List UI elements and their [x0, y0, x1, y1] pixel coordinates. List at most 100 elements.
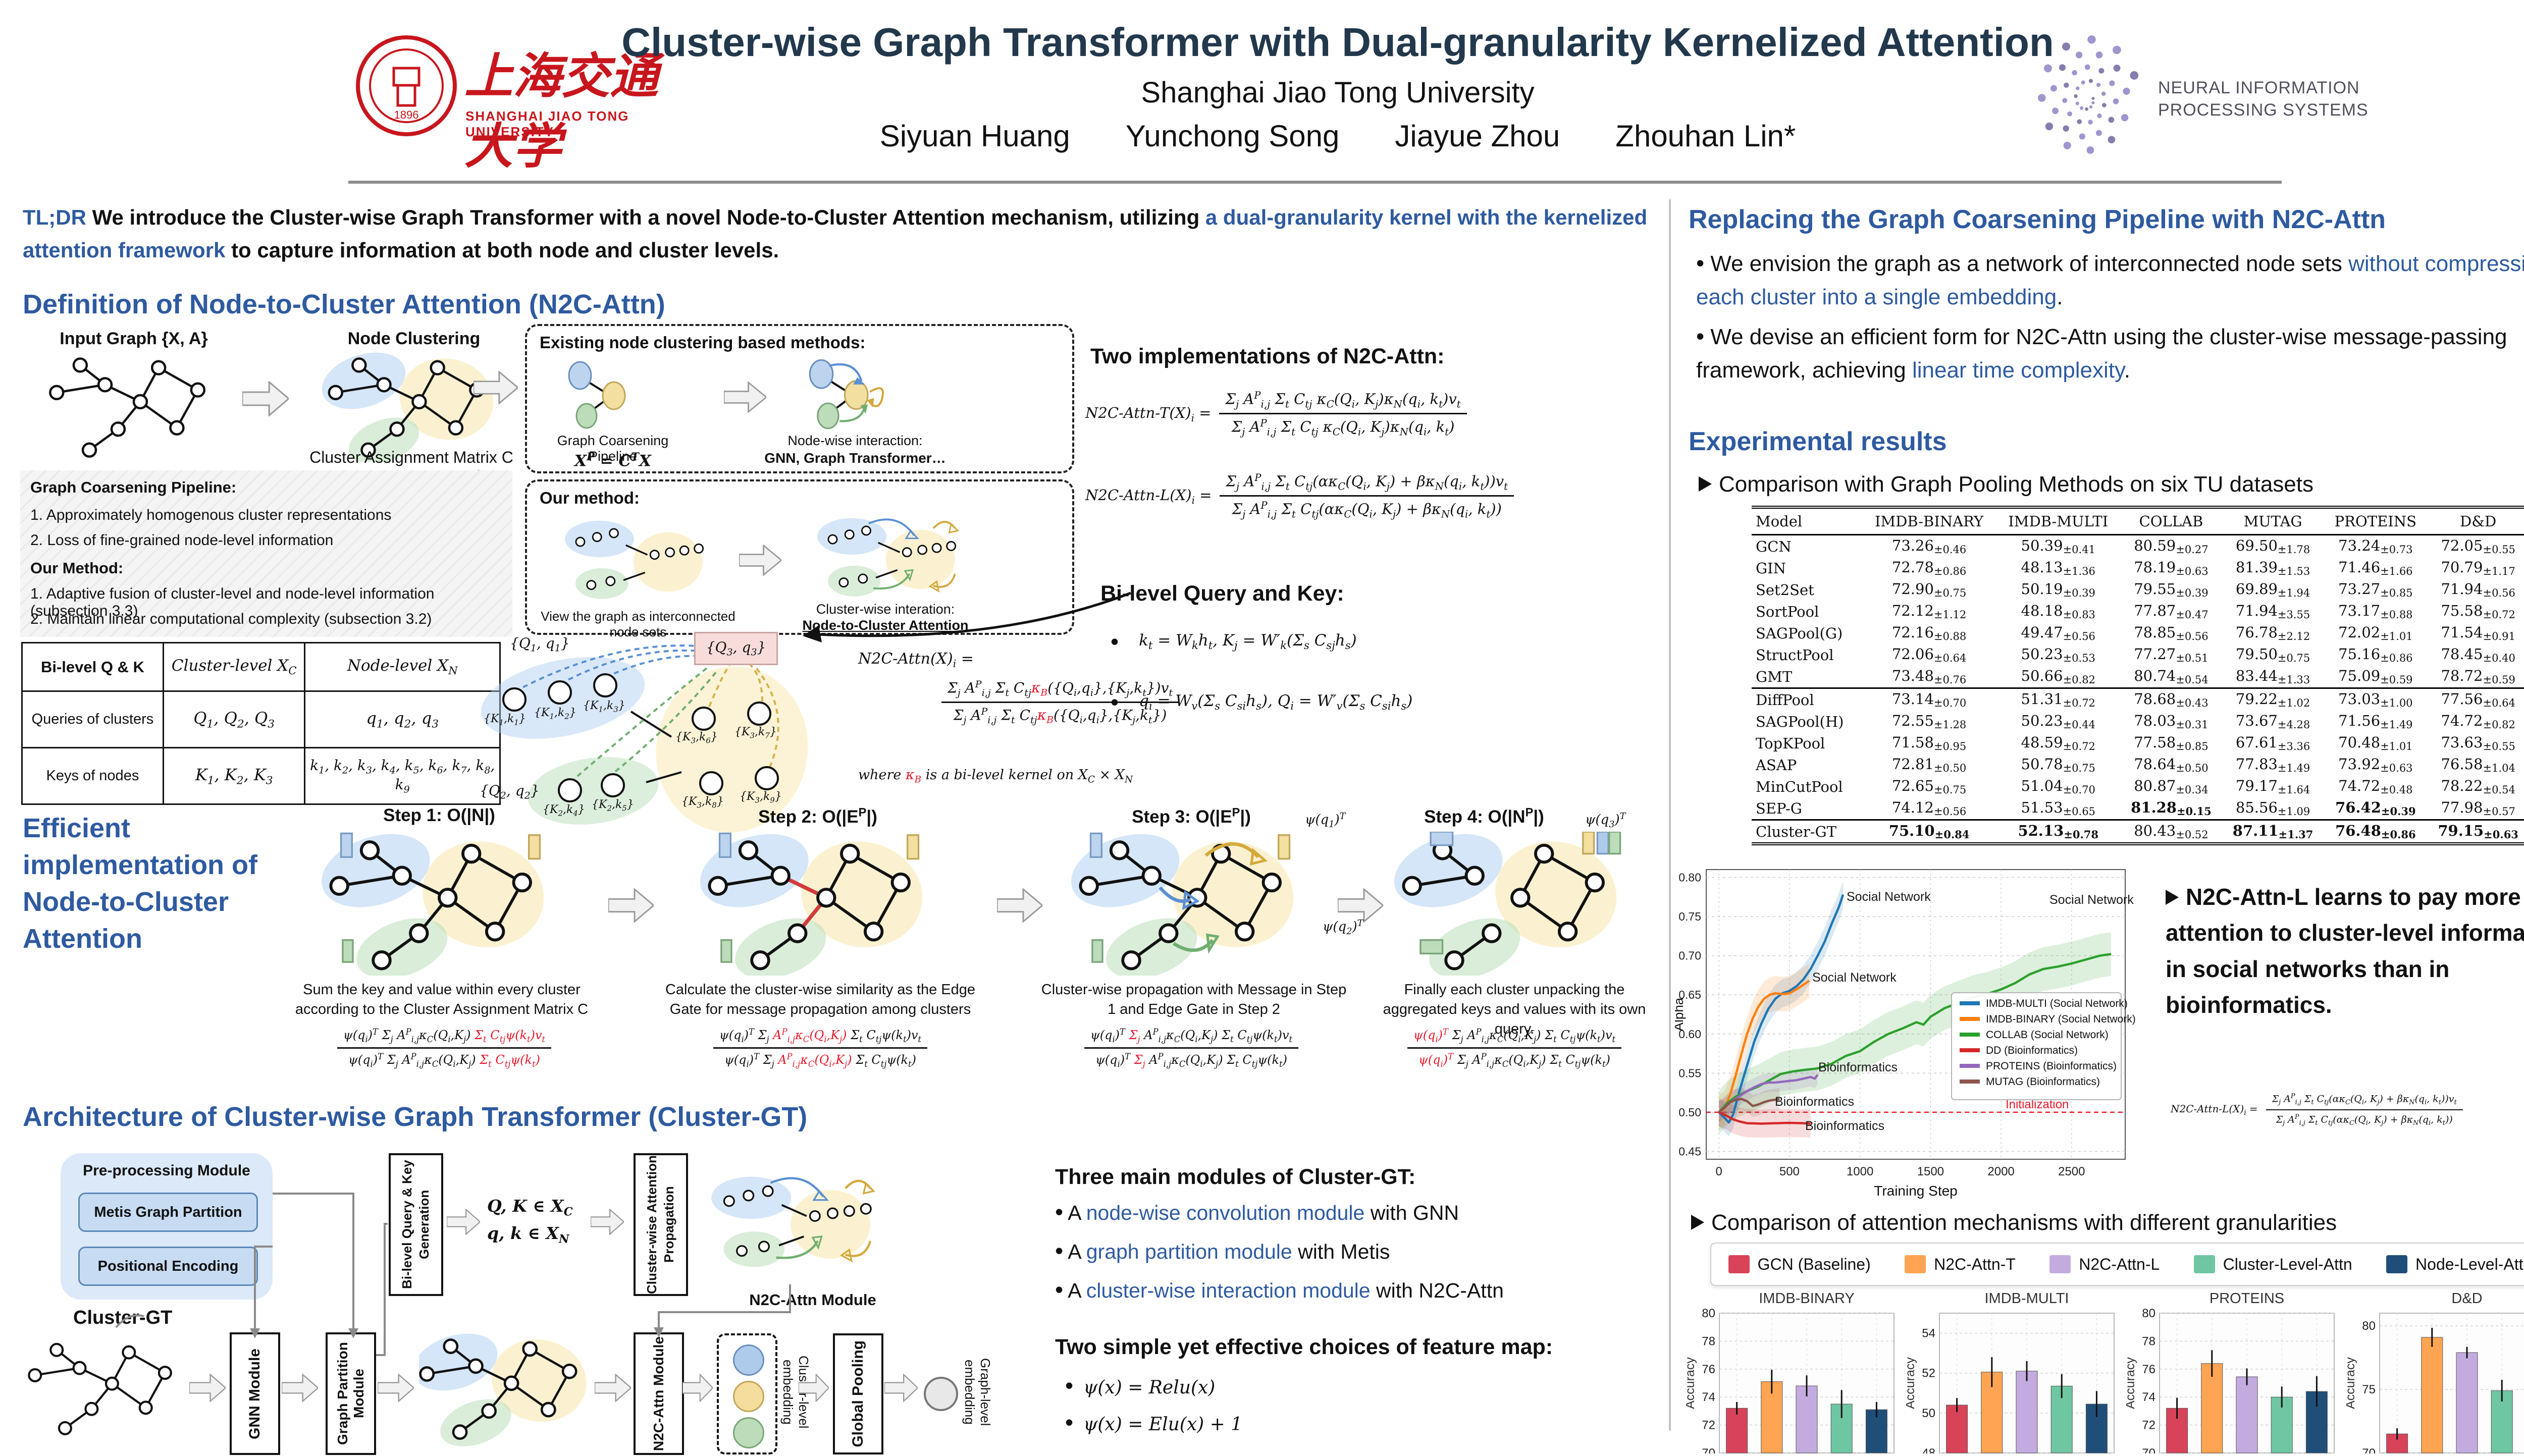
existing-inter1: Node-wise interaction:	[787, 433, 923, 448]
node	[558, 778, 582, 802]
flow-arrow	[883, 1373, 919, 1403]
arrowhead-icon	[1691, 1215, 1704, 1230]
input-graph	[35, 351, 232, 462]
svg-text:2500: 2500	[2058, 1165, 2085, 1178]
svg-text:Training Step: Training Step	[1874, 1183, 1958, 1199]
svg-text:80: 80	[2142, 1307, 2155, 1320]
svg-text:50: 50	[1922, 1407, 1935, 1420]
step3-graph	[1065, 832, 1312, 979]
module-bullet-2: • A graph partition module with Metis	[1055, 1237, 1390, 1264]
qk-membership: Q, K ∈ XC q, k ∈ XN	[487, 1196, 573, 1246]
author: Jiayue Zhou	[1395, 119, 1560, 153]
svg-text:2000: 2000	[1987, 1165, 2014, 1178]
architecture-heading: Architecture of Cluster-wise Graph Trans…	[23, 1102, 808, 1132]
cluster-embed-yellow	[733, 1381, 764, 1412]
legend-item: GCN (Baseline)	[1728, 1255, 1871, 1274]
bilevel-bullet-2: • qi = Wv(Σs Csihs), Qi = W′v(Σs Csihs)	[1111, 689, 1413, 715]
cam-label: Cluster Assignment Matrix C	[309, 448, 513, 466]
graph-partition-box: Graph Partition Module	[326, 1332, 376, 1455]
graph-embed-label: Graph-level embedding	[962, 1358, 993, 1426]
sjtu-emblem-icon: 1896	[356, 35, 457, 136]
featuremap-2: • ψ(x) = Elu(x) + 1	[1065, 1409, 1243, 1435]
neurips-logo: NEURAL INFORMATION PROCESSING SYSTEMS	[2024, 35, 2524, 161]
experimental-heading: Experimental results	[1689, 427, 1947, 456]
ourm-title: Our Method:	[30, 559, 124, 577]
cluster-embed-box	[717, 1333, 777, 1454]
svg-text:74: 74	[2142, 1390, 2155, 1404]
svg-text:76: 76	[2142, 1363, 2155, 1376]
svg-text:72: 72	[2142, 1419, 2155, 1432]
k-label: {K1,k1}	[484, 713, 526, 727]
svg-text:Accuracy: Accuracy	[2346, 1357, 2357, 1409]
psi-q2-label: ψ(q2)T	[1323, 919, 1363, 937]
svg-text:75: 75	[2362, 1383, 2376, 1396]
cluster-diagram-arrows	[514, 644, 779, 783]
step3-title: Step 3: O(|EP|)	[1132, 805, 1251, 827]
impl-title: Two implementations of N2C-Attn:	[1090, 344, 1445, 368]
node	[692, 707, 716, 731]
k-label: {K3,k9}	[740, 790, 782, 805]
ourm-1: 1. Adaptive fusion of cluster-level and …	[30, 585, 435, 619]
replacing-heading: Replacing the Graph Coarsening Pipeline …	[1689, 205, 2386, 234]
svg-text:0.70: 0.70	[1678, 949, 1701, 962]
flow-arrow	[594, 1373, 632, 1403]
global-pooling-box: Global Pooling	[833, 1333, 883, 1454]
coarsen-1: 1. Approximately homogenous cluster repr…	[30, 507, 392, 523]
svg-text:80: 80	[1702, 1307, 1715, 1320]
cluster-embed-blue	[733, 1344, 764, 1376]
arch-input-graph	[28, 1330, 184, 1446]
bar-chart-imdb-multi: 48 50 52 54 IMDB-MULTI Accuracy	[1903, 1290, 2120, 1456]
node-clustering-label: Node Clustering	[347, 329, 481, 348]
n2c-where: where κB is a bi-level kernel on XC × XN	[858, 767, 1133, 785]
bilevel-bullet-1: • kt = Wkht, Kj = W′k(Σs Csjhs)	[1111, 628, 1357, 655]
svg-text:Bioinformatics: Bioinformatics	[1775, 1095, 1854, 1109]
node	[593, 673, 617, 697]
svg-text:0.80: 0.80	[1678, 871, 1701, 884]
svg-text:IMDB-MULTI: IMDB-MULTI	[1984, 1290, 2069, 1307]
step2-formula: ψ(qi)T Σj APi,jκC(Qi,Kj) Σt Ctjψ(kt)vt ψ(…	[641, 1027, 1000, 1069]
cwap-box: Cluster-wise Attention Propagation	[634, 1153, 688, 1296]
bullet-icon: •	[1111, 628, 1119, 655]
flow-arrow	[738, 544, 783, 577]
legend-swatch	[2386, 1255, 2408, 1273]
flow-arrow	[996, 887, 1044, 924]
k-label: {K2,k5}	[592, 798, 634, 813]
svg-text:70: 70	[2142, 1446, 2155, 1453]
svg-text:IMDB-BINARY (Social Network): IMDB-BINARY (Social Network)	[1986, 1013, 2136, 1025]
existing-mini-graph	[547, 356, 673, 432]
step4-caption: Finally each cluster unpacking the aggre…	[1383, 982, 1646, 1038]
our-title: Our method:	[540, 489, 640, 507]
interconnected-sets	[547, 509, 719, 605]
coarsen-2: 2. Loss of fine-grained node-level infor…	[30, 532, 334, 549]
alpha-line-chart: 0.45 0.50 0.55 0.60 0.65 0.70 0.75 0.80 0 500 1000…	[1671, 860, 2144, 1204]
node	[747, 702, 771, 726]
flow-arrow	[472, 370, 519, 405]
n2c-attn-module-box: N2C-Attn Module	[634, 1332, 684, 1455]
column-separator	[1669, 199, 1671, 1431]
legend-swatch	[2193, 1255, 2215, 1273]
node	[755, 766, 779, 790]
flow-arrow	[241, 380, 290, 417]
bar-chart-imdb-binary: 70 72 74 76 78 80 IMDB-BINARY Accuracy	[1683, 1290, 1900, 1456]
n2c-attn-l-small-formula: N2C-Attn-L(X)i = Σj APi,j Σt Ctj(ακC(Qi,…	[2171, 1093, 2463, 1127]
svg-text:70: 70	[1702, 1446, 1715, 1453]
flow-arrow	[607, 887, 655, 924]
sjtu-name-cn: 上海交通大学	[464, 47, 658, 175]
n2c-attn-module-label: N2C-Attn Module	[749, 1291, 876, 1309]
flow-arrow	[377, 1373, 415, 1403]
svg-text:Bioinformatics: Bioinformatics	[1818, 1060, 1898, 1074]
arch-attn-drawing	[704, 1156, 876, 1282]
arch-diagram: Pre-processing Module Metis Graph Partit…	[0, 1130, 1040, 1455]
our-inter2: Node-to-Cluster Attention	[802, 618, 969, 633]
flow-arrow	[446, 1208, 481, 1235]
existing-title: Existing node clustering based methods:	[540, 333, 866, 352]
featuremap-1: • ψ(x) = Relu(x)	[1065, 1372, 1216, 1398]
interconnected-attn	[795, 507, 976, 603]
flow-arrow	[798, 1373, 830, 1403]
tldr-label: TL;DR	[23, 205, 86, 229]
legend-item: N2C-Attn-L	[2049, 1255, 2160, 1274]
step1-formula: ψ(qi)T Σj APi,jκC(Qi,Kj) Σt Ctjψ(kt)vt ψ(…	[265, 1027, 623, 1069]
existing-mini-graph-2	[784, 354, 921, 433]
input-graph-label: Input Graph {X, A}	[60, 329, 208, 348]
bar-chart-proteins: 70 72 74 76 78 80 PROTEINS Accuracy	[2123, 1290, 2340, 1456]
